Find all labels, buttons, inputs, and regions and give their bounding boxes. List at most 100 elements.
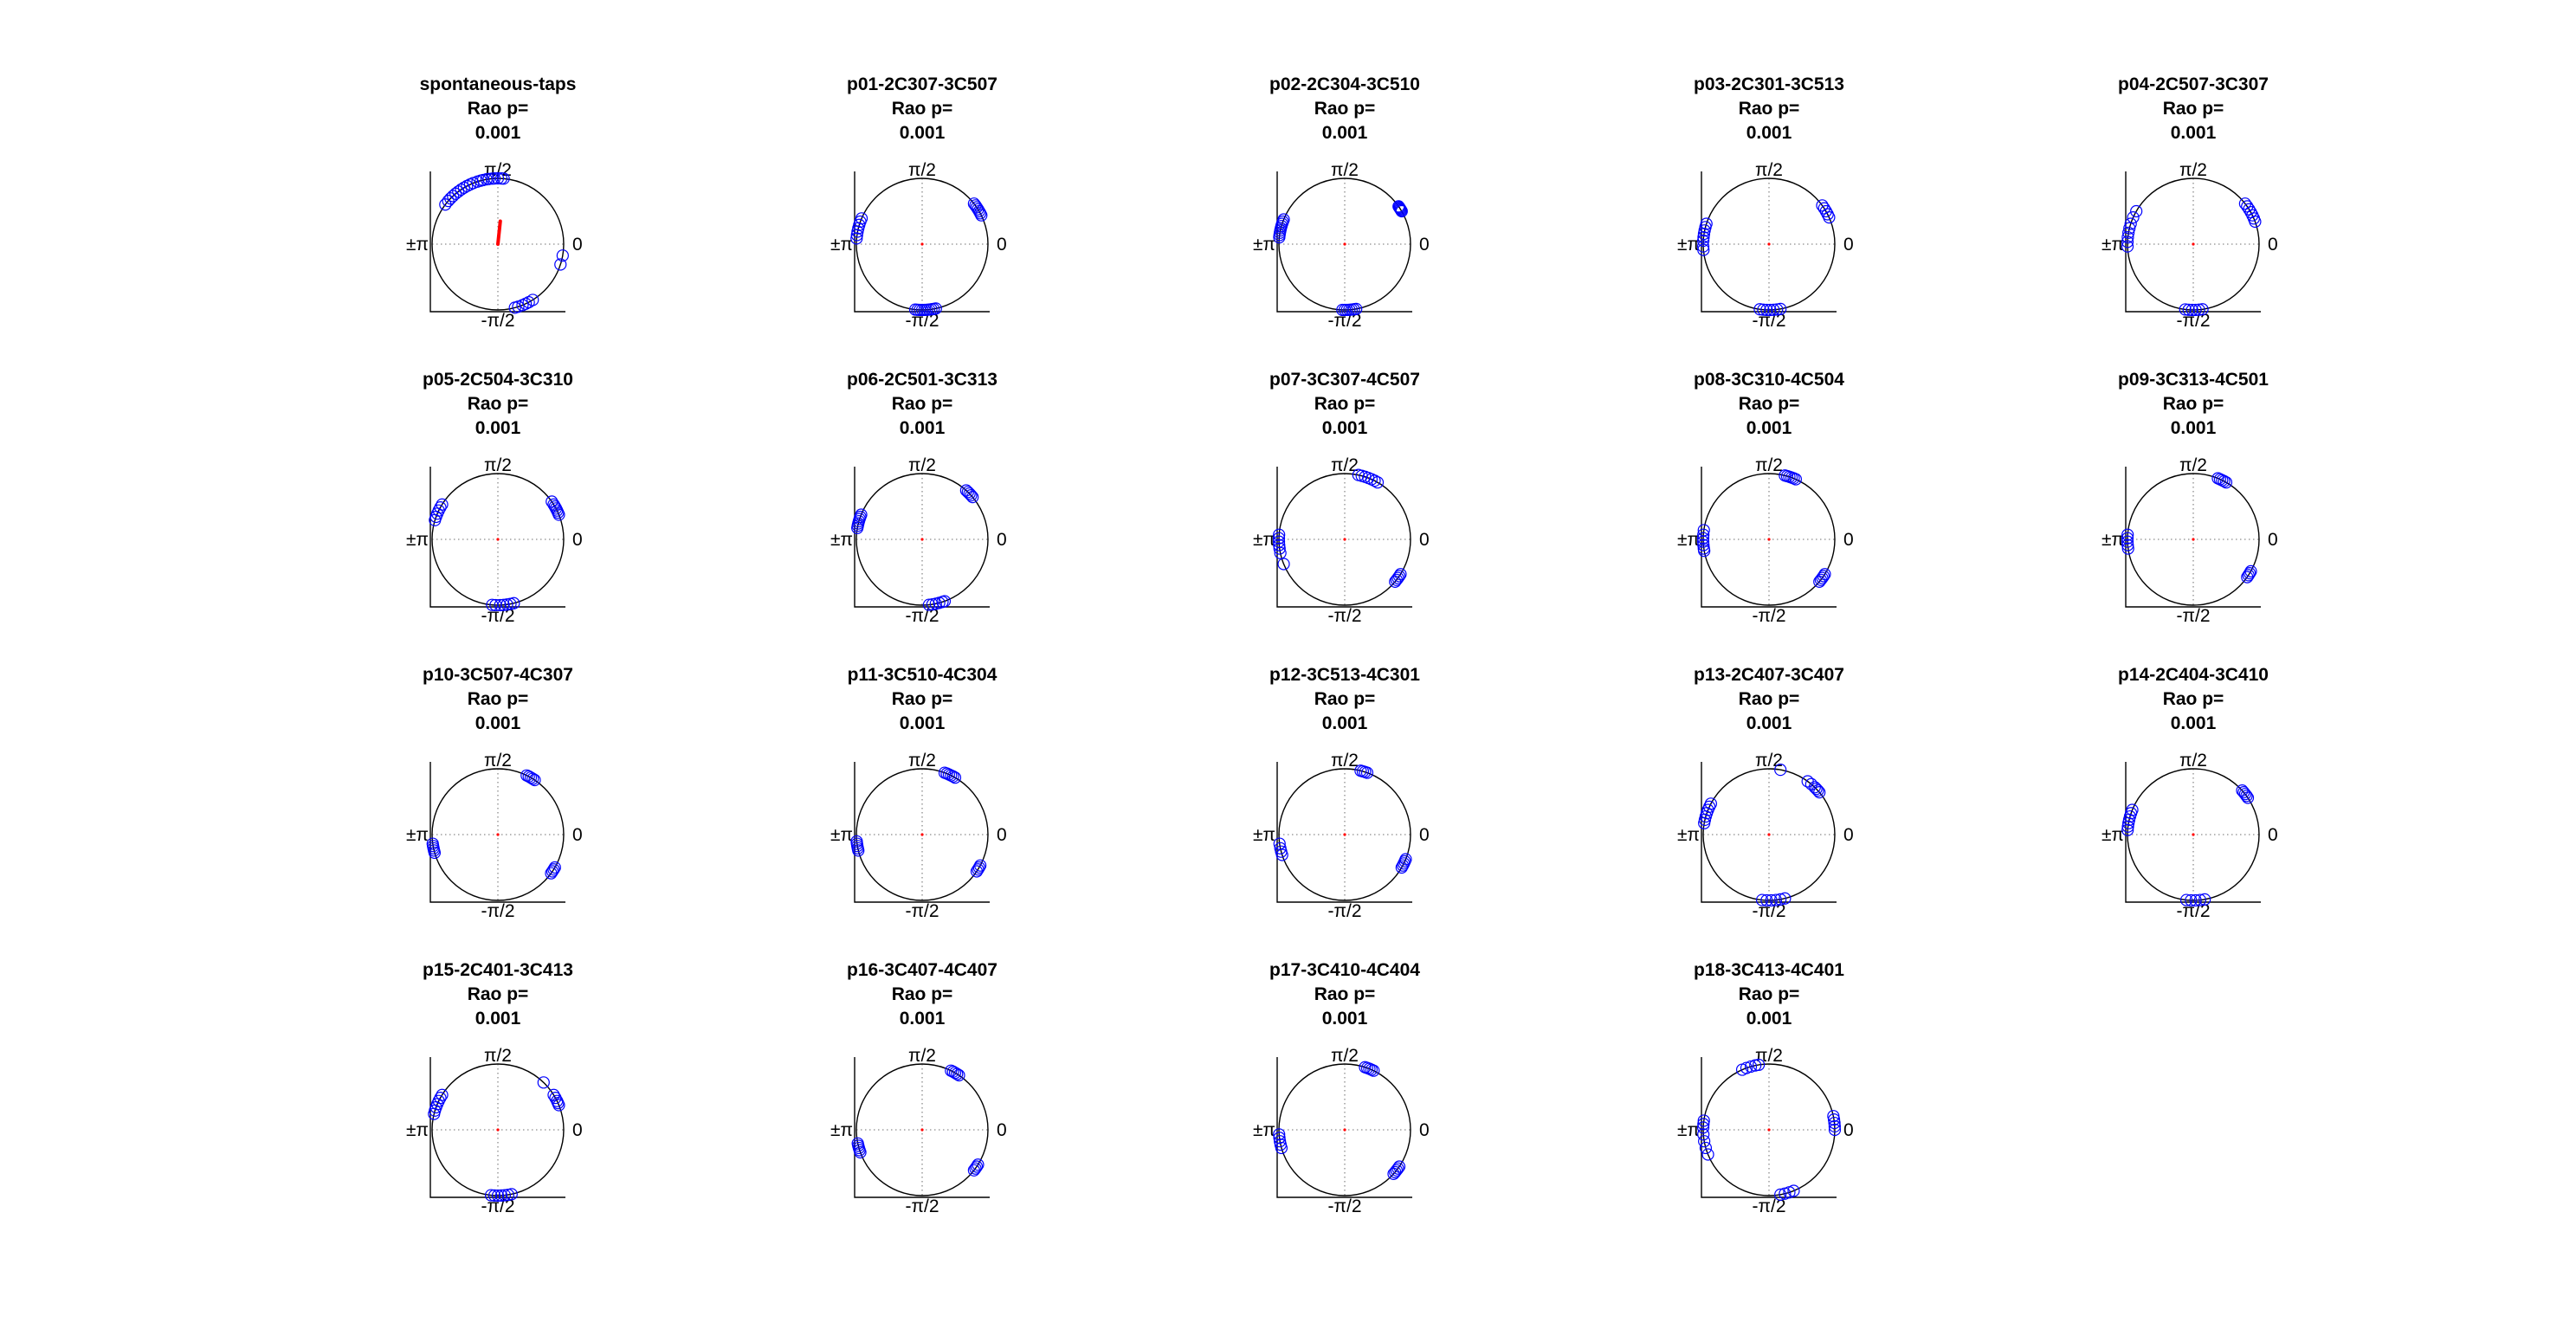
phase-point (2241, 571, 2254, 584)
polar-plot: π/2 -π/2 0 ±π (1253, 160, 1430, 331)
phase-point (491, 171, 505, 185)
phase-point (1810, 783, 1823, 796)
phase-point (1273, 1128, 1286, 1141)
panel-p-value: 0.001 (475, 713, 521, 733)
polar-plot: π/2 -π/2 0 ±π (2101, 160, 2278, 331)
phase-point (1779, 1187, 1792, 1200)
label-neg-pi-half: -π/2 (2177, 901, 2211, 921)
label-neg-pi-half: -π/2 (906, 1196, 939, 1216)
polar-panel: p15-2C401-3C413 Rao p= 0.001 π/2 -π/2 0 ±π (325, 958, 671, 1218)
phase-point (439, 198, 452, 211)
phase-point (1698, 816, 1711, 829)
mean-vector (1767, 1128, 1771, 1132)
polar-plot: π/2 -π/2 0 ±π (406, 455, 583, 626)
panel-title-name: spontaneous-taps (419, 74, 577, 94)
panel-p-value: 0.001 (1746, 418, 1792, 438)
panel-title: p04-2C507-3C307 Rao p= 0.001 (2020, 73, 2366, 145)
phase-point (1697, 1114, 1710, 1127)
panel-title-name: p15-2C401-3C413 (423, 960, 573, 980)
panel-p-value: 0.001 (1321, 123, 1368, 143)
phase-point (2122, 226, 2135, 239)
polar-plot: π/2 -π/2 0 ±π (2101, 455, 2278, 626)
phase-point (1696, 1121, 1710, 1134)
phase-point (487, 172, 501, 185)
phase-point (2179, 893, 2193, 906)
panel-title: p06-2C501-3C313 Rao p= 0.001 (749, 368, 1095, 441)
phase-point (2121, 823, 2134, 836)
phase-point (908, 303, 922, 316)
phase-point (2238, 788, 2251, 801)
phase-point (970, 865, 984, 878)
label-pi-half: π/2 (1331, 751, 1359, 771)
axes-box (854, 1057, 990, 1198)
label-pi-half: π/2 (908, 455, 936, 475)
label-plus-minus-pi: ±π (1253, 235, 1275, 255)
phase-point (546, 865, 559, 878)
panel-stat-label: Rao p= (891, 689, 953, 709)
phase-point (501, 1188, 514, 1202)
axes-box (429, 467, 565, 608)
phase-point (1789, 473, 1803, 486)
mean-vector (920, 833, 924, 836)
phase-point (1392, 570, 1406, 583)
label-zero: 0 (572, 235, 583, 255)
phase-point (2179, 303, 2192, 316)
axes-box (2125, 762, 2261, 903)
label-zero: 0 (1419, 1120, 1430, 1140)
phase-point (2121, 539, 2134, 551)
phase-point (1273, 542, 1286, 555)
polar-panel: p04-2C507-3C307 Rao p= 0.001 π/2 -π/2 0 ±π (2020, 73, 2366, 332)
label-neg-pi-half: -π/2 (906, 606, 939, 626)
polar-panel: p09-3C313-4C501 Rao p= 0.001 π/2 -π/2 0 ±π (2020, 368, 2366, 628)
panel-title-name: p06-2C501-3C313 (847, 370, 997, 390)
label-plus-minus-pi: ±π (1677, 235, 1700, 255)
phase-point (1767, 303, 1780, 316)
phase-point (1360, 766, 1374, 779)
label-plus-minus-pi: ±π (830, 825, 853, 845)
phase-point (494, 598, 507, 612)
phase-point (2192, 303, 2205, 316)
mean-vector (496, 833, 500, 836)
panel-title-name: p11-3C510-4C304 (847, 665, 997, 685)
phase-point (507, 597, 520, 609)
phase-point (1764, 303, 1777, 317)
polar-plot: π/2 -π/2 0 ±π (830, 751, 1007, 921)
phase-point (851, 521, 864, 534)
phase-point (2121, 528, 2134, 541)
polar-plot: π/2 -π/2 0 ±π (1677, 160, 1854, 331)
axes-box (1276, 762, 1412, 903)
label-pi-half: π/2 (1755, 160, 1783, 180)
label-zero: 0 (2268, 235, 2278, 255)
label-neg-pi-half: -π/2 (1328, 606, 1362, 626)
label-plus-minus-pi: ±π (2101, 530, 2124, 550)
unit-circle (431, 768, 565, 901)
phase-point (447, 190, 460, 203)
phase-point (547, 1088, 560, 1101)
phase-point (1697, 1118, 1710, 1131)
phase-point (1273, 230, 1286, 244)
phase-point (524, 771, 538, 784)
panel-p-value: 0.001 (1746, 123, 1792, 143)
mean-vector (1343, 1128, 1346, 1132)
mean-vector (920, 1128, 924, 1132)
unit-circle (1702, 768, 1836, 901)
phase-point (850, 232, 863, 245)
panel-title-name: p16-3C407-4C407 (847, 960, 997, 980)
label-zero: 0 (2268, 530, 2278, 550)
panel-title-name: p03-2C301-3C513 (1694, 74, 1844, 94)
phase-point (1273, 539, 1286, 551)
mean-vector (496, 1128, 500, 1132)
panel-title: p14-2C404-3C410 Rao p= 0.001 (2020, 663, 2366, 736)
phase-point (528, 773, 541, 787)
panel-title: p16-3C407-4C407 Rao p= 0.001 (749, 958, 1095, 1031)
mean-vector (1767, 538, 1771, 541)
polar-panel: p05-2C504-3C310 Rao p= 0.001 π/2 -π/2 0 ±π (325, 368, 671, 628)
axes-box (2125, 467, 2261, 608)
phase-point (952, 1068, 965, 1082)
axes-box (429, 762, 565, 903)
phase-point (1394, 203, 1407, 216)
polar-plot: π/2 -π/2 0 ±π (2101, 751, 2278, 921)
phase-point (1828, 1116, 1841, 1130)
mean-vector (2192, 242, 2195, 246)
phase-point (2219, 476, 2233, 489)
